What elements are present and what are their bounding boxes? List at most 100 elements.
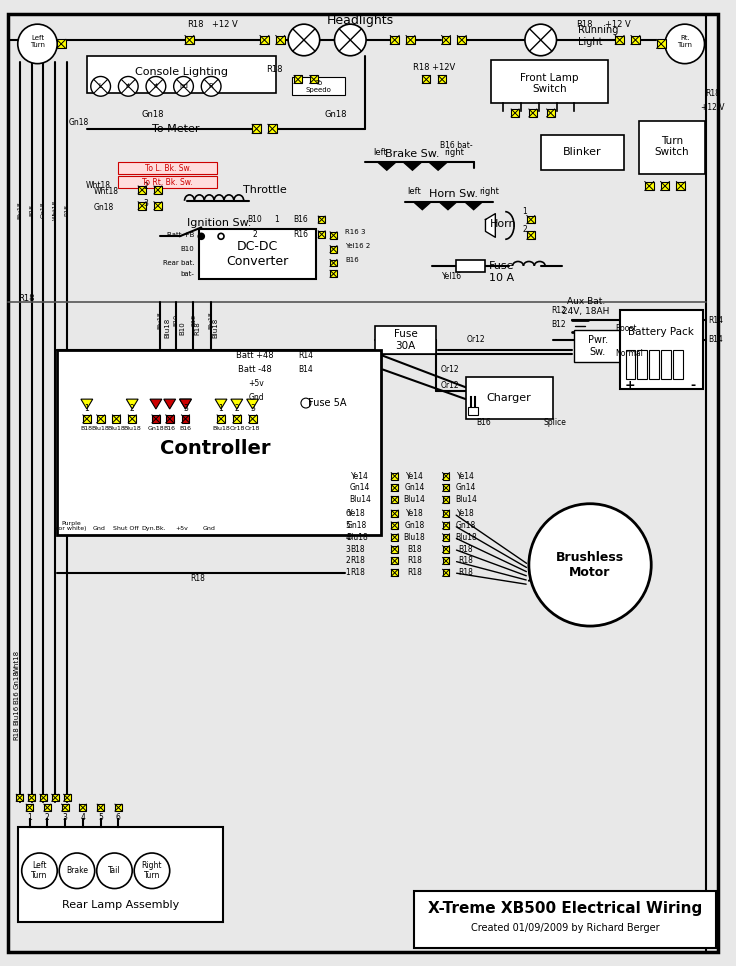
Text: R18: R18: [350, 556, 364, 565]
Text: +12 V: +12 V: [605, 19, 631, 29]
Text: 2: 2: [252, 230, 257, 239]
Text: Brake: Brake: [66, 867, 88, 875]
Polygon shape: [231, 399, 243, 409]
Bar: [154, 186, 162, 194]
Bar: [217, 415, 225, 423]
Text: 4: 4: [80, 813, 85, 822]
Bar: [96, 415, 105, 423]
Text: Yel16: Yel16: [442, 272, 462, 281]
Text: Gn14: Gn14: [350, 483, 370, 493]
Text: Boost: Boost: [616, 324, 637, 332]
Bar: [442, 522, 450, 528]
Text: Yel16 2: Yel16 2: [345, 243, 371, 249]
Bar: [661, 182, 670, 190]
Circle shape: [288, 24, 319, 56]
Bar: [138, 202, 146, 210]
Text: 1: 1: [523, 207, 527, 216]
Bar: [18, 827, 223, 923]
Text: R18: R18: [407, 556, 422, 565]
Text: Ye18: Ye18: [457, 509, 475, 518]
Bar: [541, 134, 623, 170]
Bar: [292, 77, 345, 96]
Text: B12: B12: [551, 320, 566, 328]
Bar: [626, 350, 635, 380]
Bar: [442, 534, 450, 541]
Text: Blu18: Blu18: [17, 201, 22, 218]
Text: Splice: Splice: [543, 418, 566, 427]
Text: 6: 6: [345, 509, 350, 518]
Text: Normal: Normal: [616, 350, 643, 358]
Bar: [154, 202, 162, 210]
Bar: [118, 162, 217, 174]
Text: 3: 3: [250, 405, 255, 413]
Text: R: R: [209, 83, 213, 89]
Text: Turn
Switch: Turn Switch: [654, 136, 690, 157]
Text: Blu14: Blu14: [455, 496, 477, 504]
Text: Gn18: Gn18: [456, 521, 476, 530]
Text: Gn18: Gn18: [148, 426, 164, 431]
Text: B14: B14: [299, 365, 314, 374]
Text: 1: 1: [274, 215, 279, 224]
Bar: [422, 75, 431, 83]
Text: Ye18: Ye18: [406, 509, 423, 518]
Text: Or18: Or18: [229, 426, 244, 431]
Bar: [57, 350, 381, 535]
Bar: [657, 40, 665, 48]
Text: 3: 3: [345, 545, 350, 554]
Bar: [233, 415, 241, 423]
Bar: [318, 231, 325, 238]
Text: Gn18: Gn18: [347, 521, 367, 530]
Text: +5v: +5v: [249, 379, 264, 387]
Text: To Meter: To Meter: [152, 124, 199, 133]
Circle shape: [21, 853, 57, 889]
Text: +5v: +5v: [175, 526, 188, 531]
Polygon shape: [414, 202, 431, 210]
Text: Pwr.
Sw.: Pwr. Sw.: [588, 335, 608, 356]
Text: Shut Off: Shut Off: [113, 526, 139, 531]
Text: Blu14: Blu14: [349, 496, 371, 504]
Text: Batt -48: Batt -48: [238, 365, 272, 374]
Bar: [318, 216, 325, 223]
Text: R18: R18: [350, 568, 364, 578]
Text: Ye14: Ye14: [457, 471, 475, 481]
Circle shape: [91, 76, 110, 97]
Text: B16: B16: [14, 691, 20, 704]
Text: DC-DC
Converter: DC-DC Converter: [227, 241, 289, 269]
Bar: [637, 350, 647, 380]
Text: Ye14: Ye14: [351, 471, 369, 481]
Text: +: +: [624, 379, 635, 392]
Bar: [330, 270, 337, 277]
Bar: [392, 497, 398, 503]
Circle shape: [96, 853, 132, 889]
Text: Purple
(or white): Purple (or white): [56, 521, 86, 531]
Bar: [63, 794, 71, 801]
Text: Batt +B: Batt +B: [167, 233, 194, 239]
Text: Gnd: Gnd: [92, 526, 105, 531]
Text: To
Speedo: To Speedo: [305, 80, 332, 93]
Bar: [83, 415, 91, 423]
Bar: [442, 472, 450, 479]
Text: Batt +48: Batt +48: [236, 352, 273, 360]
Text: B18: B18: [407, 545, 422, 554]
Bar: [294, 75, 302, 83]
Bar: [442, 485, 450, 492]
Text: Tail: Tail: [108, 867, 121, 875]
Text: Gnd: Gnd: [249, 392, 264, 402]
Bar: [392, 534, 398, 541]
Bar: [296, 394, 360, 412]
Bar: [527, 215, 535, 223]
Text: -: -: [690, 379, 696, 392]
Bar: [152, 415, 160, 423]
Circle shape: [198, 234, 205, 240]
Text: R14: R14: [709, 316, 723, 325]
Text: Brushless
Motor: Brushless Motor: [556, 551, 624, 579]
Bar: [615, 36, 624, 44]
Polygon shape: [439, 202, 457, 210]
Bar: [185, 36, 194, 44]
Polygon shape: [429, 162, 447, 170]
Text: Blu18: Blu18: [209, 311, 213, 329]
Text: Gnd: Gnd: [202, 526, 216, 531]
Text: +12 V: +12 V: [701, 102, 724, 111]
Bar: [87, 56, 276, 94]
Bar: [392, 522, 398, 528]
